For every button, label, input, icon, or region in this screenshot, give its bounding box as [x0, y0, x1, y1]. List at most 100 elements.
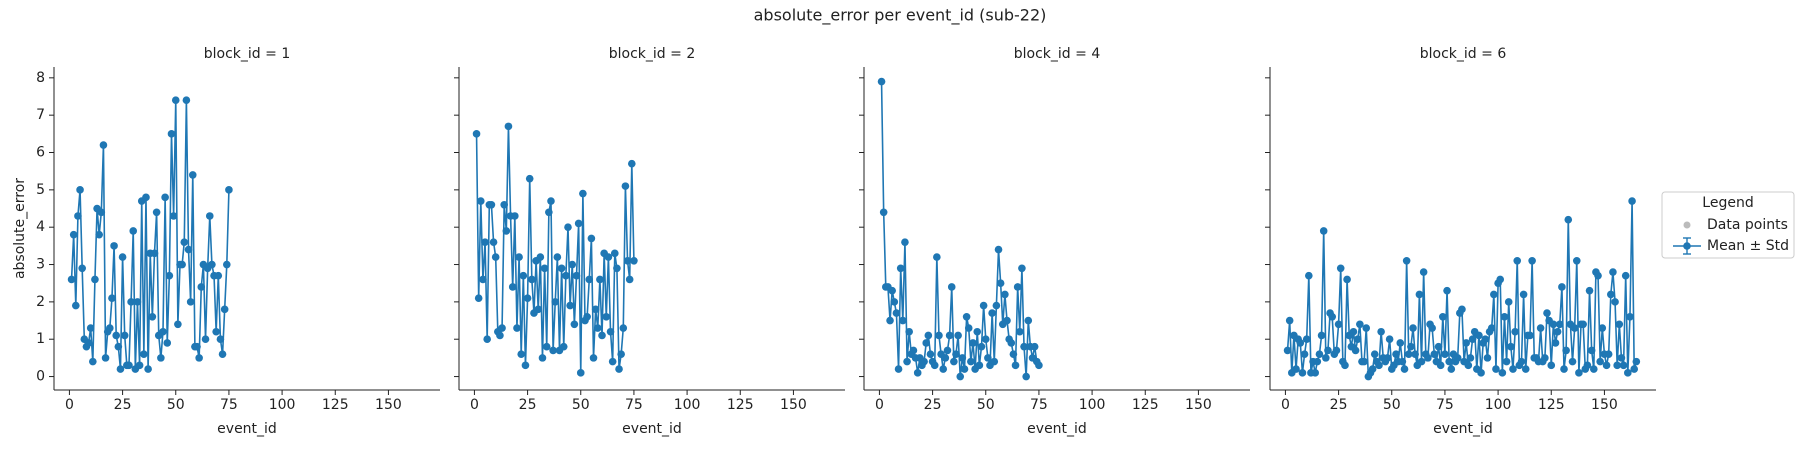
data-point: [525, 174, 534, 183]
data-point: [1317, 331, 1326, 340]
data-point: [1341, 361, 1349, 370]
data-point: [1594, 271, 1602, 280]
data-point: [617, 350, 625, 358]
data-point: [602, 313, 611, 321]
data-point: [576, 369, 585, 377]
data-point: [899, 316, 907, 325]
data-point: [1438, 313, 1447, 321]
data-point: [901, 238, 909, 246]
data-point: [1298, 369, 1307, 377]
data-point: [913, 369, 922, 377]
data-point: [613, 264, 621, 273]
data-point: [610, 249, 619, 258]
data-point: [150, 249, 159, 258]
data-point: [1541, 354, 1549, 362]
data-point: [564, 223, 572, 231]
data-point: [1411, 350, 1419, 358]
x-tick-label: 100: [1485, 397, 1512, 413]
data-point: [1570, 324, 1579, 332]
data-point: [920, 357, 928, 366]
data-point: [178, 260, 186, 269]
data-point: [220, 305, 229, 314]
data-point: [1511, 327, 1519, 336]
data-point: [1311, 369, 1319, 377]
data-point: [534, 305, 543, 314]
data-point: [562, 271, 570, 280]
data-point: [606, 327, 615, 336]
data-point: [1018, 264, 1026, 273]
data-point: [593, 324, 602, 332]
data-point: [216, 335, 225, 344]
data-point: [1368, 365, 1377, 373]
x-tick-label: 75: [220, 397, 238, 413]
x-tick-label: 0: [470, 397, 479, 413]
data-point: [1336, 264, 1345, 273]
data-point: [163, 339, 172, 347]
data-point: [161, 193, 169, 202]
data-point: [1011, 361, 1020, 370]
data-point: [892, 309, 901, 317]
data-point: [118, 253, 127, 261]
data-point: [1385, 335, 1394, 344]
data-point: [1409, 324, 1417, 332]
data-point: [979, 301, 988, 310]
data-point: [1613, 361, 1621, 370]
data-point: [1558, 283, 1566, 291]
data-point: [214, 271, 223, 280]
data-point: [992, 301, 1001, 310]
data-point: [587, 234, 596, 243]
data-point: [142, 193, 150, 202]
data-point: [116, 365, 125, 373]
data-point: [1443, 286, 1451, 295]
data-point: [994, 245, 1003, 254]
data-point: [950, 357, 958, 366]
series-line: [70, 100, 230, 370]
data-point: [74, 212, 82, 220]
data-point: [1626, 313, 1634, 321]
data-point: [1285, 316, 1294, 325]
legend-label: Mean ± Std: [1707, 238, 1789, 254]
data-point: [1464, 361, 1473, 370]
data-point: [1400, 365, 1409, 373]
data-point: [193, 342, 201, 351]
data-point: [890, 298, 899, 306]
x-tick-label: 50: [1383, 397, 1401, 413]
y-tick-label: 7: [36, 107, 45, 123]
data-point: [1475, 331, 1483, 340]
data-point: [1504, 298, 1513, 306]
x-tick-label: 100: [1079, 397, 1106, 413]
data-point: [1551, 339, 1560, 347]
data-point: [491, 253, 500, 261]
data-point: [523, 294, 532, 302]
data-point: [1419, 268, 1428, 276]
data-point: [1549, 320, 1558, 329]
data-point: [1526, 331, 1534, 340]
data-point: [922, 339, 931, 347]
data-point: [583, 313, 591, 321]
x-tick-label: 25: [1330, 397, 1348, 413]
data-point: [1404, 350, 1413, 358]
facet-title: block_id = 6: [1420, 46, 1507, 62]
data-point: [1351, 346, 1360, 355]
data-point: [877, 77, 886, 86]
data-point: [1458, 305, 1466, 314]
data-point: [547, 197, 555, 205]
data-point: [591, 305, 600, 314]
data-point: [1022, 372, 1030, 381]
data-point: [952, 350, 960, 358]
data-point: [926, 350, 935, 358]
data-point: [1611, 298, 1619, 306]
data-point: [1007, 339, 1016, 347]
data-point: [559, 342, 568, 351]
data-point: [519, 271, 528, 280]
data-point: [513, 324, 521, 332]
data-point: [502, 227, 511, 235]
data-point: [201, 335, 210, 344]
data-point: [1445, 357, 1453, 366]
data-point: [508, 283, 517, 291]
x-tick-label: 100: [674, 397, 701, 413]
data-point: [69, 230, 78, 239]
data-point: [1332, 346, 1341, 355]
x-tick-label: 50: [572, 397, 590, 413]
data-point: [1490, 290, 1498, 299]
